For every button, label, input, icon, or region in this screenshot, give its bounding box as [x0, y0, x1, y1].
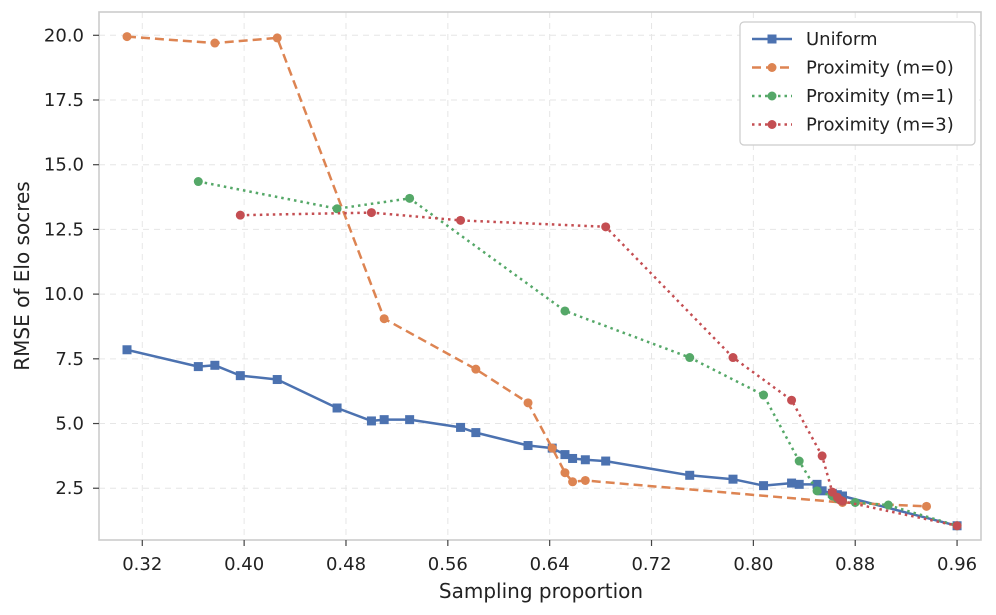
data-point — [523, 441, 533, 451]
data-point — [580, 475, 590, 485]
data-point — [728, 474, 738, 484]
data-point — [794, 456, 804, 466]
y-axis-label: RMSE of Elo socres — [10, 181, 34, 370]
data-point — [547, 443, 557, 453]
legend-label: Proximity (m=1) — [806, 86, 954, 107]
y-tick-label: 5.0 — [55, 414, 84, 435]
legend-entry-proximity-m-3: Proximity (m=3) — [752, 115, 954, 136]
grid-lines — [99, 12, 981, 540]
data-point — [817, 451, 827, 461]
data-point — [122, 345, 132, 355]
data-point — [193, 362, 203, 372]
data-point — [794, 479, 804, 489]
data-point — [379, 314, 389, 324]
data-point — [193, 177, 203, 187]
legend-marker — [767, 91, 777, 101]
data-point — [560, 306, 570, 316]
data-point — [471, 428, 481, 438]
legend-box — [739, 21, 976, 146]
data-point — [332, 403, 342, 413]
x-tick-label: 0.32 — [122, 554, 162, 575]
data-point — [883, 500, 893, 510]
legend-entry-uniform: Uniform — [752, 29, 878, 50]
legend-label: Uniform — [806, 29, 878, 50]
data-point — [122, 32, 132, 42]
data-point — [272, 375, 282, 385]
data-point — [601, 222, 611, 232]
legend-label: Proximity (m=3) — [806, 115, 954, 136]
series-line — [240, 211, 958, 528]
x-axis-label: Sampling proportion — [439, 579, 643, 603]
y-axis-ticks: 2.5 5.0 7.5 10.0 12.5 15.0 17.5 20.0 — [44, 25, 99, 499]
data-point — [235, 371, 245, 381]
legend-marker — [767, 34, 777, 44]
legend-entry-proximity-m-1: Proximity (m=1) — [752, 86, 954, 107]
data-point — [685, 470, 695, 480]
data-point — [560, 450, 570, 460]
x-tick-label: 0.88 — [835, 554, 875, 575]
legend-marker — [767, 120, 777, 129]
y-tick-label: 2.5 — [55, 478, 84, 499]
data-point — [210, 38, 220, 48]
data-point — [812, 486, 822, 496]
x-tick-label: 0.40 — [224, 554, 264, 575]
plot-frame — [98, 11, 982, 541]
data-point — [759, 481, 769, 491]
x-tick-label: 0.56 — [428, 554, 468, 575]
series-proximity-m-0 — [122, 32, 932, 511]
x-tick-label: 0.72 — [631, 554, 671, 575]
data-point — [456, 422, 466, 432]
data-point — [272, 33, 282, 43]
data-point — [728, 353, 738, 363]
x-tick-label: 0.64 — [530, 554, 570, 575]
y-tick-label: 20.0 — [44, 25, 84, 46]
data-point — [580, 455, 590, 465]
data-point — [837, 491, 847, 501]
x-tick-label: 0.48 — [326, 554, 366, 575]
series-proximity-m-3 — [235, 208, 962, 531]
data-point — [366, 416, 376, 426]
series-layer — [122, 32, 962, 531]
data-point — [568, 453, 578, 463]
data-point — [952, 521, 962, 531]
data-point — [817, 486, 827, 496]
series-line — [198, 180, 958, 527]
x-axis-ticks: 0.32 0.40 0.48 0.56 0.64 0.72 0.80 0.88 0.96 — [122, 540, 977, 575]
data-point — [787, 395, 797, 405]
data-point — [812, 479, 822, 489]
data-point — [568, 477, 578, 487]
data-point — [837, 496, 847, 506]
data-point — [471, 364, 481, 374]
data-point — [405, 193, 415, 203]
data-point — [379, 415, 389, 425]
data-point — [235, 210, 245, 220]
series-proximity-m-1 — [193, 177, 962, 531]
legend-marker — [767, 63, 777, 72]
data-point — [601, 456, 611, 466]
data-point — [560, 468, 570, 478]
data-point — [456, 215, 466, 225]
x-tick-label: 0.96 — [937, 554, 977, 575]
y-tick-label: 10.0 — [44, 284, 84, 305]
x-tick-label: 0.80 — [733, 554, 773, 575]
data-point — [922, 501, 932, 511]
y-tick-label: 15.0 — [44, 155, 84, 176]
data-point — [523, 398, 533, 408]
series-line — [126, 35, 927, 508]
legend-entry-proximity-m-0: Proximity (m=0) — [752, 58, 954, 79]
data-point — [405, 415, 415, 425]
legend: Uniform Proximity (m=0) Proximity (m=1) Pro… — [739, 21, 976, 146]
data-point — [332, 204, 342, 214]
y-tick-label: 17.5 — [44, 90, 84, 111]
data-point — [850, 497, 860, 507]
y-tick-label: 7.5 — [55, 349, 84, 370]
data-point — [685, 353, 695, 363]
legend-label: Proximity (m=0) — [806, 58, 954, 79]
data-point — [366, 208, 376, 218]
data-point — [759, 390, 769, 400]
y-tick-label: 12.5 — [44, 219, 84, 240]
data-point — [210, 360, 220, 370]
data-point — [787, 478, 797, 488]
